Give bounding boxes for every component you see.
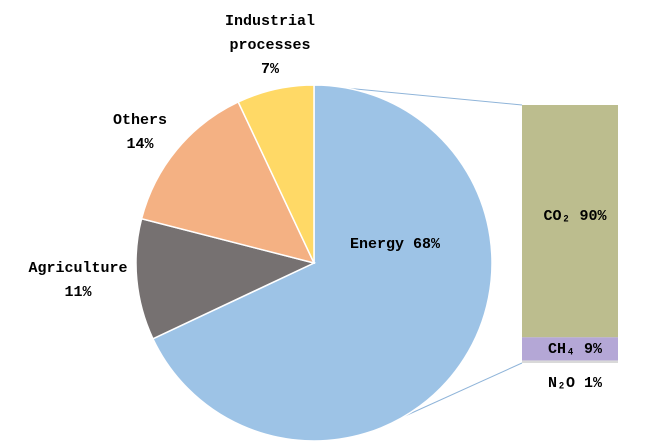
- data-label: Others 14%: [85, 109, 195, 157]
- label-part: Industrial processes: [224, 13, 315, 54]
- data-label: Energy 68%: [295, 233, 495, 257]
- data-label: CH₄ 9%: [510, 338, 640, 362]
- label-part: 9%: [584, 341, 603, 358]
- data-label: Industrial processes 7%: [210, 10, 330, 82]
- label-part: 11%: [64, 284, 92, 301]
- label-part: 68%: [413, 236, 441, 253]
- label-part: CO₂: [543, 208, 571, 225]
- pie-slice: [151, 84, 493, 442]
- label-part: N₂O: [547, 375, 575, 392]
- data-label: N₂O 1%: [510, 372, 640, 396]
- bar-segment: [522, 360, 618, 363]
- connector-line: [404, 362, 523, 417]
- data-label: Agriculture 11%: [8, 257, 148, 305]
- label-part: Others: [112, 112, 167, 129]
- bar-segment: [522, 105, 618, 338]
- label-part: Energy: [349, 236, 404, 253]
- label-part: Agriculture: [28, 260, 128, 277]
- bar-segment: [522, 337, 618, 361]
- pie-slice: [237, 84, 315, 264]
- label-part: 1%: [584, 375, 603, 392]
- label-part: 14%: [126, 136, 154, 153]
- label-part: CH₄: [547, 341, 575, 358]
- data-label: CO₂ 90%: [510, 205, 640, 229]
- label-part: 7%: [260, 61, 279, 78]
- pie-slice: [140, 100, 316, 265]
- label-part: 90%: [579, 208, 607, 225]
- pie-slice: [135, 217, 317, 340]
